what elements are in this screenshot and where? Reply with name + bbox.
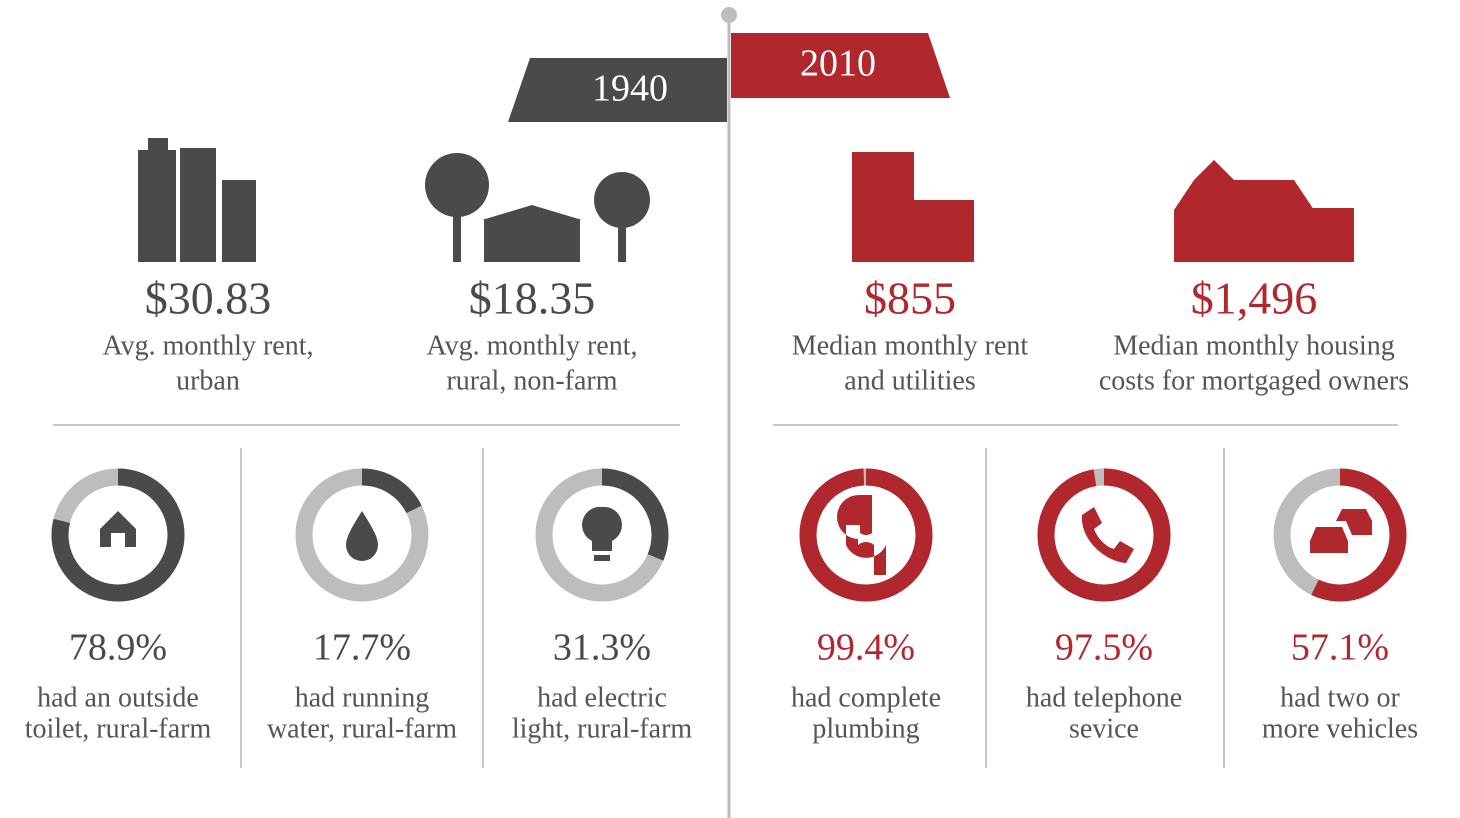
percentage: 97.5%: [1055, 627, 1153, 669]
stat-description: had an outside: [37, 682, 199, 713]
percentage: 17.7%: [313, 627, 411, 669]
icon: [852, 152, 974, 262]
percentage: 99.4%: [817, 627, 915, 669]
icon-part: [222, 180, 256, 262]
icon: [425, 153, 650, 262]
icon-part: [1299, 208, 1354, 262]
donut-arc: [1046, 477, 1162, 593]
icon: [837, 495, 886, 575]
icon-part: [914, 200, 974, 262]
stat-description: had electric: [537, 682, 667, 713]
icon: [1174, 160, 1354, 262]
cost-description: and utilities: [844, 365, 975, 396]
amount: $30.83: [145, 273, 272, 324]
icon: [346, 511, 378, 561]
stat-description: had telephone: [1026, 682, 1182, 713]
cost-description: Avg. monthly rent,: [102, 330, 313, 361]
cost-description: costs for mortgaged owners: [1099, 365, 1409, 396]
amount: $1,496: [1191, 273, 1318, 324]
cost-description: Median monthly rent: [792, 330, 1029, 361]
cost-description: urban: [176, 365, 240, 396]
stat-description: more vehicles: [1262, 713, 1418, 744]
icon: [1310, 509, 1372, 553]
icon-part: [453, 200, 461, 262]
cost-description: Avg. monthly rent,: [426, 330, 637, 361]
icon: [582, 507, 622, 561]
icon-part: [138, 150, 176, 262]
percentage: 57.1%: [1291, 627, 1389, 669]
icon: [1082, 507, 1134, 563]
icon-part: [1174, 160, 1314, 210]
stat-description: sevice: [1069, 713, 1139, 744]
stat-description: had running: [295, 682, 430, 713]
stat-description: water, rural-farm: [267, 713, 457, 744]
icon-part: [852, 152, 914, 262]
percentage: 78.9%: [69, 627, 167, 669]
stat-description: toilet, rural-farm: [25, 713, 212, 744]
stat-description: had complete: [791, 682, 941, 713]
percentage: 31.3%: [553, 627, 651, 669]
icon-part: [482, 205, 582, 220]
year-label: 2010: [800, 43, 876, 85]
icon-part: [180, 148, 216, 262]
amount: $18.35: [469, 273, 596, 324]
timeline-dot: [721, 7, 737, 23]
cost-description: rural, non-farm: [446, 365, 617, 396]
icon-part: [484, 220, 580, 262]
icon: [138, 138, 256, 262]
year-label: 1940: [592, 68, 668, 110]
infographic: 1940 2010 $30.83 Avg. monthly rent, urban $…: [0, 0, 1460, 818]
icon: [100, 511, 136, 547]
icon-part: [148, 138, 168, 150]
donut-arc: [362, 477, 414, 509]
icon-part: [618, 215, 626, 262]
stat-description: plumbing: [812, 713, 919, 744]
stat-description: light, rural-farm: [512, 713, 693, 744]
amount: $855: [864, 273, 956, 324]
stat-description: had two or: [1280, 682, 1400, 713]
cost-description: Median monthly housing: [1113, 330, 1395, 361]
